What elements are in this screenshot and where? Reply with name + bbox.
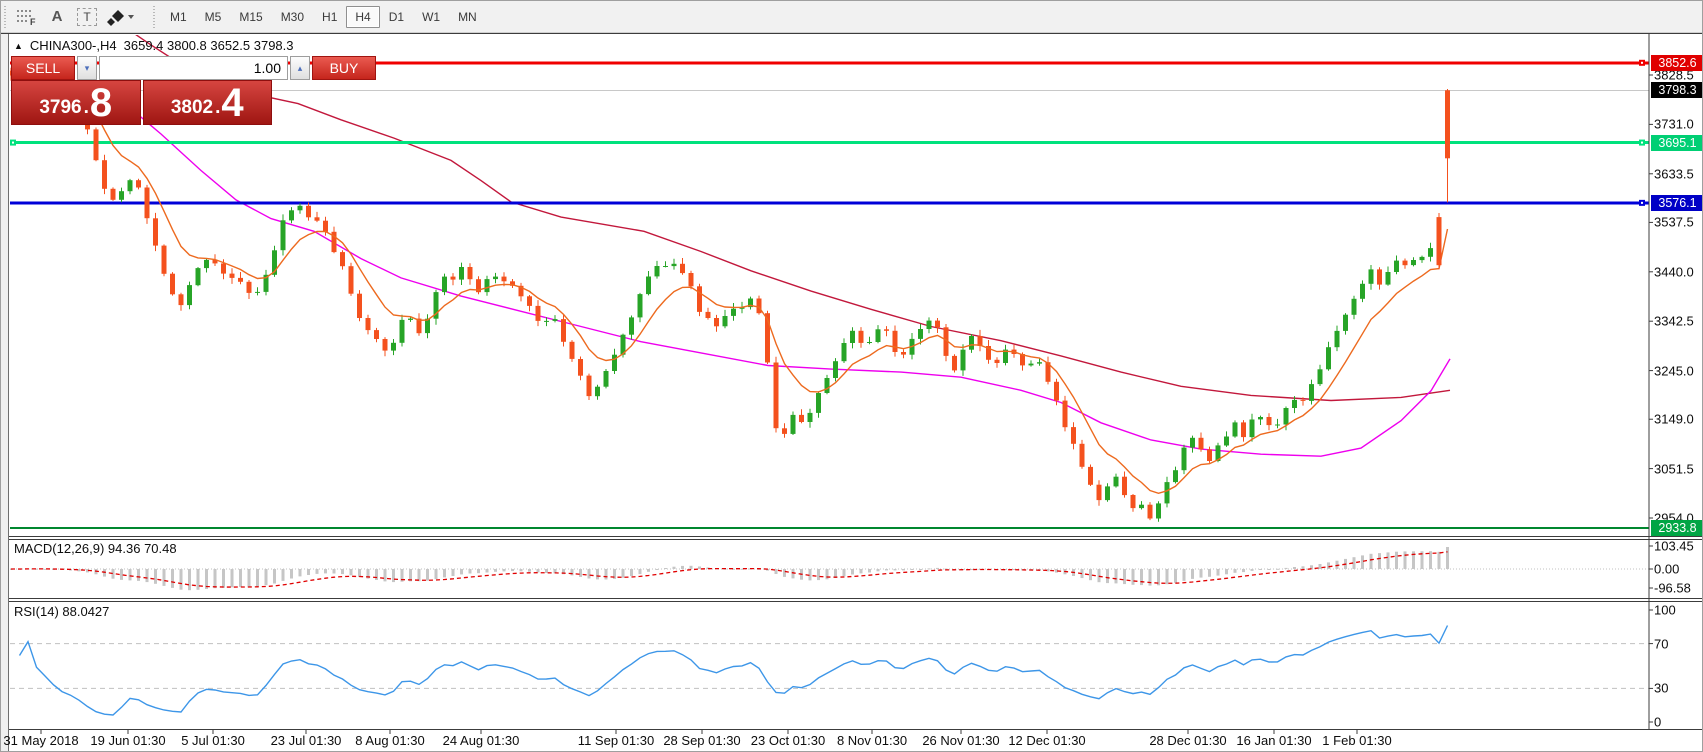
price-level-badge: 2933.8 — [1651, 520, 1702, 537]
date-tick-label: 28 Sep 01:30 — [663, 733, 741, 748]
date-tick-label: 16 Jan 01:30 — [1236, 733, 1312, 748]
pane-separator[interactable] — [9, 539, 1702, 540]
trade-prices-row: 3796. 8 3802. 4 — [11, 80, 272, 125]
indicator-grid-icon[interactable]: F — [15, 5, 39, 29]
buy-button[interactable]: BUY — [312, 56, 376, 80]
price-tick-label: 3051.5 — [1654, 461, 1694, 477]
timeframe-bar: M1 M5 M15 M30 H1 H4 D1 W1 MN — [161, 5, 486, 28]
text-box-t: T — [77, 7, 97, 26]
price-tick-label: 3731.0 — [1654, 116, 1694, 132]
price-tick-label: 3537.5 — [1654, 214, 1694, 230]
timeframe-button-mn[interactable]: MN — [458, 9, 477, 24]
toolbar-grip[interactable] — [3, 5, 8, 28]
sell-button[interactable]: SELL — [11, 56, 75, 80]
date-tick-label: 31 May 2018 — [3, 733, 79, 748]
timeframe-button-h1[interactable]: H1 — [322, 9, 338, 24]
sell-price-display[interactable]: 3796. 8 — [11, 80, 141, 125]
buy-price-pip: 4 — [221, 81, 244, 126]
sell-price-dot: . — [83, 97, 89, 118]
date-tick-label: 23 Jul 01:30 — [270, 733, 342, 748]
date-tick-label: 8 Aug 01:30 — [355, 733, 425, 748]
toolbar: F A T M1 M5 M15 M30 H1 H4 D1 W1 MN — [1, 1, 1702, 33]
rsi-tick-label: 70 — [1654, 636, 1669, 652]
timeframe-button-m1[interactable]: M1 — [170, 9, 187, 24]
price-level-badge: 3695.1 — [1651, 134, 1702, 151]
date-tick-label: 8 Nov 01:30 — [836, 733, 908, 748]
timeframe-button-h4[interactable]: H4 — [346, 5, 380, 28]
chart-up-arrow-icon: ▲ — [14, 40, 23, 51]
price-tick-label: 3342.5 — [1654, 313, 1694, 329]
date-tick-label: 24 Aug 01:30 — [442, 733, 520, 748]
price-tick-label: 3440.0 — [1654, 264, 1694, 280]
macd-tick-label: 103.45 — [1654, 538, 1694, 554]
svg-text:F: F — [30, 17, 36, 26]
rsi-label: RSI(14) 88.0427 — [14, 604, 110, 619]
pane-separator[interactable] — [9, 598, 1702, 599]
date-tick-label: 28 Dec 01:30 — [1149, 733, 1227, 748]
rsi-tick-label: 100 — [1654, 602, 1676, 618]
trade-controls-row: SELL ▾ ▴ BUY — [11, 56, 376, 80]
macd-tick-label: -96.58 — [1654, 580, 1691, 596]
volume-input[interactable] — [99, 56, 288, 80]
date-tick-label: 11 Sep 01:30 — [577, 733, 655, 748]
price-level-badge: 3798.3 — [1651, 82, 1702, 99]
timeframe-button-m5[interactable]: M5 — [204, 9, 222, 24]
left-frame-strip — [1, 34, 9, 751]
price-tick-label: 3149.0 — [1654, 411, 1694, 427]
buy-price-main: 3802 — [170, 97, 214, 118]
date-tick-label: 26 Nov 01:30 — [922, 733, 1000, 748]
rsi-tick-label: 30 — [1654, 680, 1669, 696]
date-tick-label: 12 Dec 01:30 — [1008, 733, 1086, 748]
chart-ohlc: 3659.4 3800.8 3652.5 3798.3 — [123, 38, 294, 53]
price-tick-label: 3828.5 — [1654, 67, 1694, 83]
text-label-tool-icon[interactable]: A — [51, 8, 63, 25]
macd-label: MACD(12,26,9) 94.36 70.48 — [14, 541, 177, 556]
text-box-tool-icon[interactable]: T — [75, 5, 99, 29]
date-tick-label: 1 Feb 01:30 — [1322, 733, 1392, 748]
date-axis-line — [9, 729, 1702, 730]
buy-price-dot: . — [215, 97, 221, 118]
one-click-trading-panel: SELL ▾ ▴ BUY 3796.8 3802.4 — [11, 56, 376, 127]
rsi-tick-label: 0 — [1654, 714, 1662, 730]
timeframe-button-m30[interactable]: M30 — [280, 9, 305, 24]
price-tick-label: 3633.5 — [1654, 166, 1694, 182]
cursor-mode-icon[interactable] — [105, 5, 135, 29]
volume-decrement-button[interactable]: ▾ — [77, 56, 97, 80]
buy-price-display[interactable]: 3802. 4 — [142, 80, 272, 126]
price-tick-label: 3245.0 — [1654, 363, 1694, 379]
macd-tick-label: 0.00 — [1654, 561, 1680, 577]
chart-symbol-period: CHINA300-,H4 — [29, 38, 117, 53]
window-frame-line — [1, 33, 1702, 34]
timeframe-button-w1[interactable]: W1 — [422, 9, 441, 24]
price-level-badge: 3576.1 — [1651, 194, 1702, 211]
date-tick-label: 23 Oct 01:30 — [750, 733, 826, 748]
timeframe-button-m15[interactable]: M15 — [239, 9, 263, 24]
sell-price-main: 3796 — [39, 97, 82, 118]
chart-title: ▲ CHINA300-,H4 3659.4 3800.8 3652.5 3798… — [14, 38, 294, 53]
price-level-badge: 3852.6 — [1651, 54, 1702, 71]
pane-separator[interactable] — [9, 601, 1702, 602]
pane-separator[interactable] — [9, 536, 1702, 537]
sell-price-pip: 8 — [89, 81, 113, 126]
date-tick-label: 5 Jul 01:30 — [181, 733, 245, 748]
toolbar-grip-2[interactable] — [152, 5, 157, 28]
volume-increment-button[interactable]: ▴ — [290, 56, 310, 80]
date-tick-label: 19 Jun 01:30 — [90, 733, 166, 748]
timeframe-button-d1[interactable]: D1 — [388, 9, 405, 24]
